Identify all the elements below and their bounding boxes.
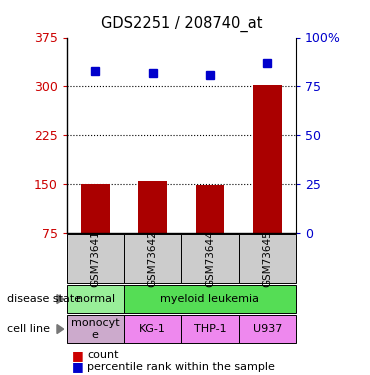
- Text: disease state: disease state: [7, 294, 81, 304]
- Text: myeloid leukemia: myeloid leukemia: [161, 294, 259, 304]
- Text: count: count: [87, 351, 118, 360]
- Text: ■: ■: [72, 349, 84, 362]
- Text: GSM73642: GSM73642: [148, 230, 158, 287]
- Text: GSM73645: GSM73645: [262, 230, 272, 287]
- Text: normal: normal: [76, 294, 115, 304]
- Text: U937: U937: [253, 324, 282, 334]
- Text: GSM73641: GSM73641: [90, 230, 100, 287]
- Bar: [253, 85, 282, 232]
- Text: ■: ■: [72, 360, 84, 373]
- Text: cell line: cell line: [7, 324, 50, 334]
- Text: KG-1: KG-1: [139, 324, 166, 334]
- Bar: [196, 185, 224, 232]
- Text: GDS2251 / 208740_at: GDS2251 / 208740_at: [101, 16, 262, 33]
- Bar: [81, 184, 110, 232]
- Text: THP-1: THP-1: [194, 324, 226, 334]
- Text: percentile rank within the sample: percentile rank within the sample: [87, 362, 275, 372]
- Text: GSM73644: GSM73644: [205, 230, 215, 287]
- Bar: [138, 180, 167, 232]
- Text: monocyt
e: monocyt e: [71, 318, 120, 340]
